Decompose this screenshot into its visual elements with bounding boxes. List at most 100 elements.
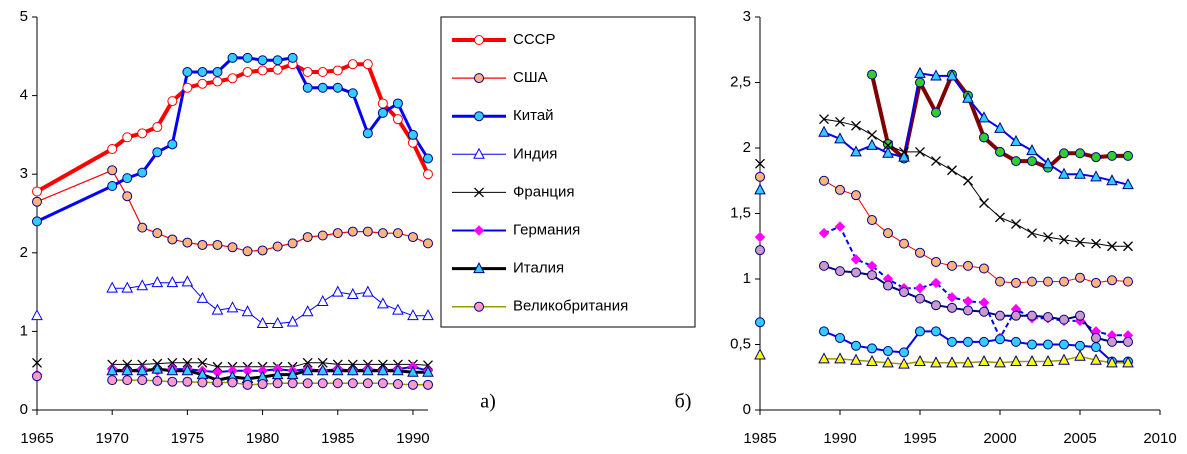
marker [1074,167,1086,179]
marker [947,302,957,313]
marker [1043,339,1053,350]
marker [106,364,119,376]
marker [212,67,223,78]
marker [423,360,433,371]
series-line [112,281,428,324]
marker [995,310,1005,321]
marker [1042,157,1054,169]
marker [882,356,894,368]
marker [257,55,268,66]
marker [1011,156,1021,167]
marker [362,128,373,139]
marker [256,316,269,329]
marker [137,128,148,139]
marker [1042,354,1054,367]
y-tick-label: 0,5 [730,335,751,352]
x-tick-label: 2010 [1143,430,1176,447]
marker [1075,148,1085,159]
marker [32,216,42,227]
marker [392,379,403,390]
marker [995,334,1005,345]
marker [377,98,388,109]
marker [241,305,254,317]
marker [31,309,43,321]
marker [257,379,268,390]
marker [1074,349,1086,361]
marker [332,378,343,389]
marker [32,186,42,197]
marker [1122,356,1134,368]
marker [317,67,328,78]
marker [1091,152,1101,163]
marker [392,303,404,315]
marker [257,245,268,256]
marker [407,129,418,140]
marker [1058,353,1070,365]
marker [1075,237,1085,248]
marker [332,65,343,76]
legend-marker [474,73,484,84]
marker [317,378,328,389]
marker [137,167,148,178]
marker [121,281,134,293]
marker [137,375,148,386]
marker [930,356,942,368]
marker [914,66,926,78]
marker [851,120,861,131]
y-tick-label: 1 [743,270,751,287]
marker [152,147,163,158]
marker [286,315,299,327]
legend-label: Индия [513,145,557,162]
marker [151,276,164,288]
marker [979,198,989,208]
x-tick-label: 2005 [1063,430,1096,447]
legend-marker [473,147,485,159]
marker [1059,314,1069,325]
marker [1010,354,1022,367]
marker [1091,342,1101,353]
marker [819,175,829,186]
marker [317,230,328,241]
marker [302,357,313,368]
marker [301,305,314,317]
marker [227,52,238,63]
marker [301,364,314,376]
marker [212,239,223,250]
marker [835,266,845,277]
marker [32,196,42,207]
y-tick-label: 3 [20,165,28,182]
marker [883,140,893,151]
marker [1107,241,1117,252]
marker [963,336,973,347]
marker [136,364,149,376]
marker [819,114,829,125]
marker [242,67,253,78]
marker [167,139,178,150]
marker [1122,178,1134,190]
marker [851,267,861,278]
marker [1075,310,1085,321]
marker [995,276,1005,287]
marker [392,228,403,239]
marker [962,356,974,368]
marker [152,122,163,133]
marker [867,129,877,140]
marker [1123,150,1133,161]
marker [915,293,925,304]
marker [866,354,878,367]
marker [212,377,223,388]
marker [931,326,941,337]
marker [392,364,404,376]
marker [978,111,990,123]
marker [407,365,419,377]
marker [197,377,208,388]
marker [423,238,433,249]
marker [423,379,433,390]
marker [755,317,765,328]
marker [302,82,313,93]
marker [995,146,1005,157]
marker [181,275,194,287]
marker [377,297,389,309]
marker [1011,336,1021,347]
marker [867,215,877,226]
